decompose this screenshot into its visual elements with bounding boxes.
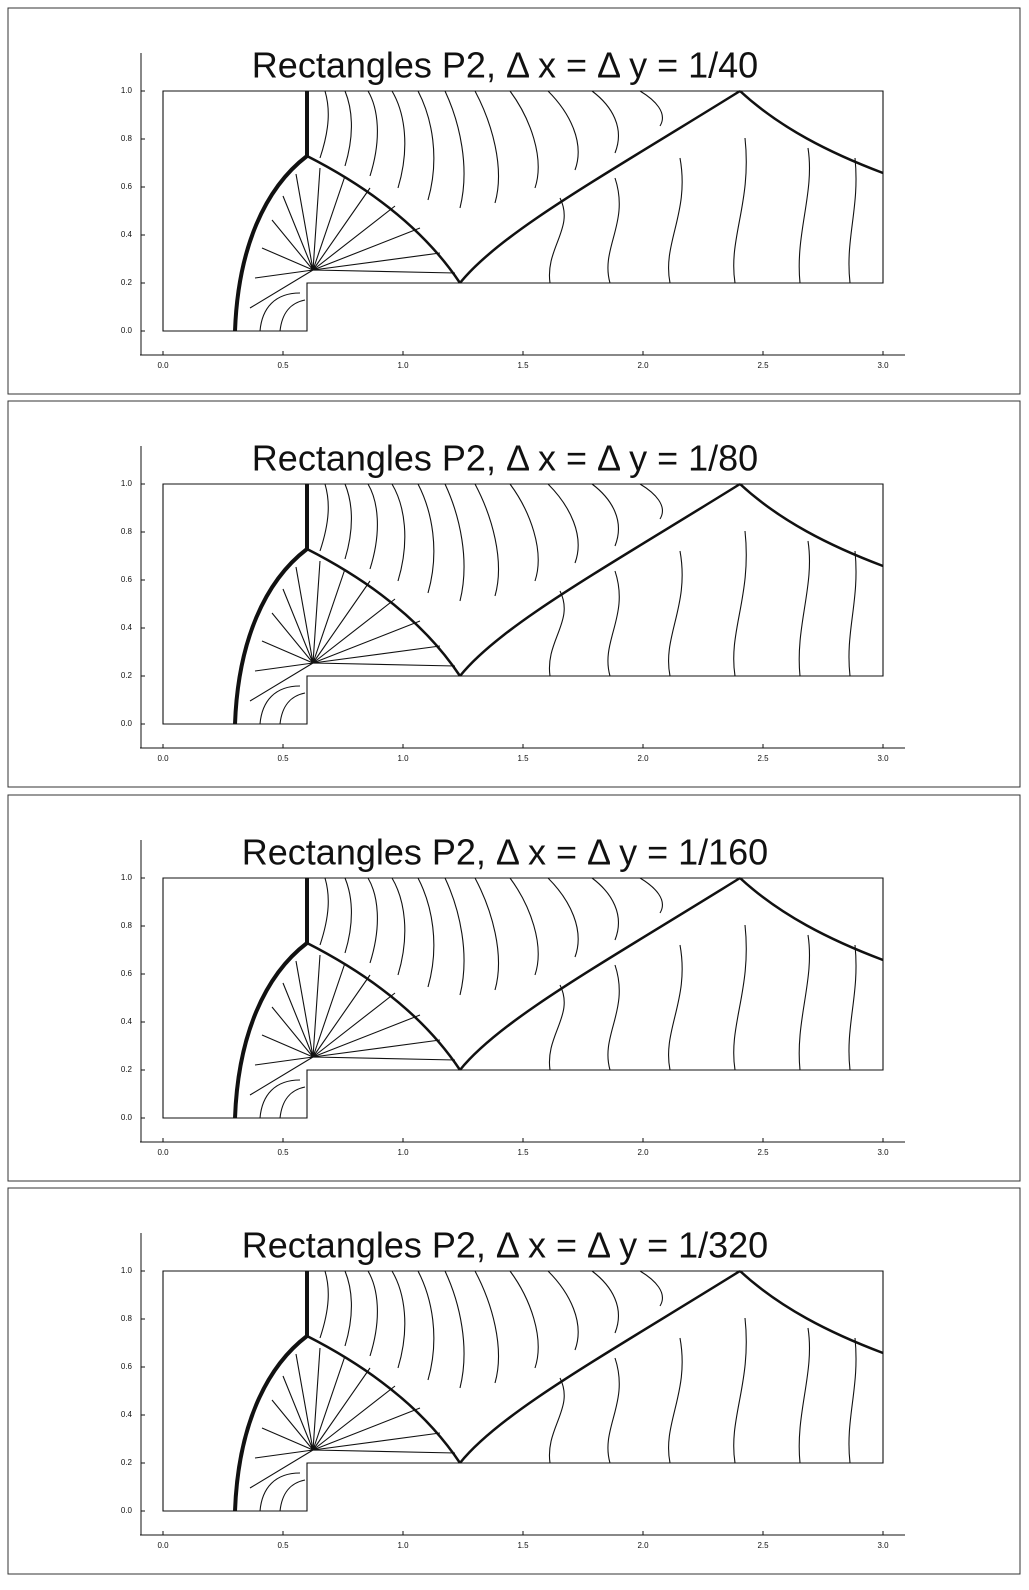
x-tick-label: 2.0 bbox=[637, 1148, 649, 1157]
y-tick-label: 0.6 bbox=[121, 1362, 133, 1371]
x-tick-label: 2.5 bbox=[757, 361, 769, 370]
panel: Rectangles P2, Δ x = Δ y = 1/40 0.0 0.5 1.0… bbox=[7, 7, 1021, 395]
x-tick-label: 0.5 bbox=[277, 754, 289, 763]
y-tick-label: 0.8 bbox=[121, 921, 133, 930]
panel: Rectangles P2, Δ x = Δ y = 1/320 0.0 0.5 1.… bbox=[7, 1187, 1021, 1575]
panel: Rectangles P2, Δ x = Δ y = 1/80 0.0 0.5 1.0… bbox=[7, 400, 1021, 788]
panel-frame bbox=[7, 7, 1021, 395]
x-tick-label: 2.0 bbox=[637, 1541, 649, 1550]
x-tick-label: 1.0 bbox=[397, 1541, 409, 1550]
x-tick-label: 1.5 bbox=[517, 1541, 529, 1550]
x-tick-label: 0.0 bbox=[157, 754, 169, 763]
x-tick-label: 2.0 bbox=[637, 361, 649, 370]
y-tick-label: 0.6 bbox=[121, 182, 133, 191]
y-tick-label: 0.2 bbox=[121, 278, 133, 287]
x-tick-label: 1.5 bbox=[517, 754, 529, 763]
y-tick-label: 0.2 bbox=[121, 1458, 133, 1467]
x-tick-label: 0.5 bbox=[277, 361, 289, 370]
x-tick-label: 2.0 bbox=[637, 754, 649, 763]
x-tick-label: 3.0 bbox=[877, 1148, 889, 1157]
y-tick-label: 0.8 bbox=[121, 134, 133, 143]
y-tick-label: 0.4 bbox=[121, 1017, 133, 1026]
x-tick-label: 0.5 bbox=[277, 1148, 289, 1157]
y-tick-label: 0.0 bbox=[121, 1506, 133, 1515]
y-tick-label: 0.0 bbox=[121, 326, 133, 335]
x-tick-label: 1.5 bbox=[517, 1148, 529, 1157]
contour-plot bbox=[161, 1269, 885, 1513]
x-tick-label: 3.0 bbox=[877, 754, 889, 763]
x-tick-label: 0.5 bbox=[277, 1541, 289, 1550]
y-tick-label: 0.4 bbox=[121, 230, 133, 239]
contour-plot bbox=[161, 876, 885, 1120]
panel-frame bbox=[7, 400, 1021, 788]
y-tick-label: 0.0 bbox=[121, 1113, 133, 1122]
x-tick-label: 2.5 bbox=[757, 1541, 769, 1550]
x-tick-label: 2.5 bbox=[757, 754, 769, 763]
x-tick-label: 3.0 bbox=[877, 1541, 889, 1550]
y-tick-label: 0.6 bbox=[121, 575, 133, 584]
panel-frame bbox=[7, 1187, 1021, 1575]
x-tick-label: 1.0 bbox=[397, 361, 409, 370]
panel: Rectangles P2, Δ x = Δ y = 1/160 0.0 0.5 1.… bbox=[7, 794, 1021, 1182]
x-tick-label: 1.0 bbox=[397, 754, 409, 763]
y-tick-label: 0.8 bbox=[121, 527, 133, 536]
contour-plot bbox=[161, 482, 885, 726]
y-tick-label: 0.4 bbox=[121, 1410, 133, 1419]
chart-title: Rectangles P2, Δ x = Δ y = 1/40 bbox=[252, 45, 758, 86]
y-tick-label: 1.0 bbox=[121, 873, 133, 882]
x-tick-label: 0.0 bbox=[157, 1148, 169, 1157]
x-tick-label: 1.5 bbox=[517, 361, 529, 370]
x-tick-label: 3.0 bbox=[877, 361, 889, 370]
y-tick-label: 0.6 bbox=[121, 969, 133, 978]
y-tick-label: 1.0 bbox=[121, 479, 133, 488]
panel-frame bbox=[7, 794, 1021, 1182]
y-tick-label: 0.2 bbox=[121, 1065, 133, 1074]
chart-title: Rectangles P2, Δ x = Δ y = 1/320 bbox=[242, 1225, 768, 1266]
y-tick-label: 0.8 bbox=[121, 1314, 133, 1323]
y-tick-label: 1.0 bbox=[121, 1266, 133, 1275]
chart-title: Rectangles P2, Δ x = Δ y = 1/80 bbox=[252, 438, 758, 479]
x-tick-label: 0.0 bbox=[157, 1541, 169, 1550]
x-tick-label: 0.0 bbox=[157, 361, 169, 370]
chart-title: Rectangles P2, Δ x = Δ y = 1/160 bbox=[242, 832, 768, 873]
y-tick-label: 1.0 bbox=[121, 86, 133, 95]
x-tick-label: 2.5 bbox=[757, 1148, 769, 1157]
y-tick-label: 0.0 bbox=[121, 719, 133, 728]
y-tick-label: 0.4 bbox=[121, 623, 133, 632]
y-tick-label: 0.2 bbox=[121, 671, 133, 680]
contour-plot bbox=[161, 89, 885, 333]
x-tick-label: 1.0 bbox=[397, 1148, 409, 1157]
